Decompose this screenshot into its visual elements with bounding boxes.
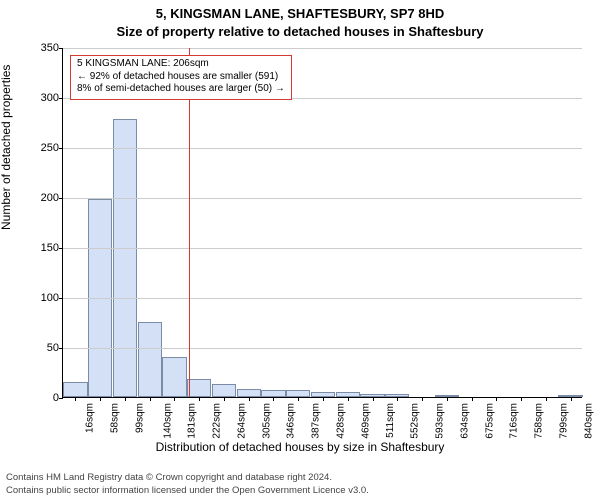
xtick-label: 758sqm <box>533 403 544 439</box>
xtick-mark <box>75 397 76 401</box>
x-axis-label: Distribution of detached houses by size … <box>0 440 600 454</box>
xtick-label: 346sqm <box>286 403 297 439</box>
xtick-label: 58sqm <box>110 403 121 433</box>
xtick-label: 222sqm <box>211 403 222 439</box>
y-axis-label: Number of detached properties <box>0 65 13 230</box>
xtick-mark <box>125 397 126 401</box>
marker-vline <box>189 48 190 397</box>
xtick-label: 16sqm <box>85 403 96 433</box>
histogram-bar <box>138 322 162 397</box>
annotation-line: 8% of semi-detached houses are larger (5… <box>77 83 285 96</box>
gridline-h <box>63 348 582 349</box>
xtick-mark <box>546 397 547 401</box>
xtick-mark <box>397 397 398 401</box>
chart-title-line2: Size of property relative to detached ho… <box>0 24 600 39</box>
xtick-mark <box>298 397 299 401</box>
ytick-mark <box>59 148 63 149</box>
histogram-bar <box>212 384 236 397</box>
footnote-line2: Contains public sector information licen… <box>6 485 369 496</box>
xtick-label: 799sqm <box>558 403 569 439</box>
xtick-label: 634sqm <box>459 403 470 439</box>
xtick-mark <box>496 397 497 401</box>
xtick-label: 675sqm <box>484 403 495 439</box>
xtick-label: 99sqm <box>134 403 145 433</box>
gridline-h <box>63 248 582 249</box>
xtick-mark <box>521 397 522 401</box>
ytick-label: 250 <box>29 142 59 154</box>
chart-title-line1: 5, KINGSMAN LANE, SHAFTESBURY, SP7 8HD <box>0 6 600 21</box>
annotation-line: ← 92% of detached houses are smaller (59… <box>77 71 285 84</box>
gridline-h <box>63 48 582 49</box>
plot-area: 05010015020025030035016sqm58sqm99sqm140s… <box>62 48 582 398</box>
ytick-mark <box>59 348 63 349</box>
ytick-mark <box>59 198 63 199</box>
ytick-label: 300 <box>29 92 59 104</box>
ytick-label: 100 <box>29 292 59 304</box>
xtick-mark <box>100 397 101 401</box>
histogram-bar <box>261 390 285 397</box>
annotation-line: 5 KINGSMAN LANE: 206sqm <box>77 58 285 71</box>
ytick-mark <box>59 298 63 299</box>
footnote-line1: Contains HM Land Registry data © Crown c… <box>6 472 332 483</box>
xtick-mark <box>273 397 274 401</box>
xtick-mark <box>422 397 423 401</box>
xtick-mark <box>150 397 151 401</box>
xtick-label: 387sqm <box>311 403 322 439</box>
xtick-label: 511sqm <box>384 403 395 438</box>
histogram-bar <box>286 390 310 397</box>
bars-layer <box>63 48 582 397</box>
gridline-h <box>63 198 582 199</box>
xtick-mark <box>571 397 572 401</box>
xtick-label: 181sqm <box>187 403 198 439</box>
ytick-mark <box>59 398 63 399</box>
xtick-mark <box>249 397 250 401</box>
xtick-label: 264sqm <box>236 403 247 439</box>
xtick-mark <box>472 397 473 401</box>
histogram-bar <box>113 119 137 397</box>
xtick-mark <box>373 397 374 401</box>
ytick-label: 50 <box>29 342 59 354</box>
annotation-box: 5 KINGSMAN LANE: 206sqm ← 92% of detache… <box>70 55 292 100</box>
xtick-label: 140sqm <box>162 403 173 439</box>
histogram-bar <box>63 382 87 397</box>
xtick-mark <box>348 397 349 401</box>
xtick-mark <box>199 397 200 401</box>
histogram-bar <box>237 389 261 397</box>
gridline-h <box>63 148 582 149</box>
xtick-mark <box>224 397 225 401</box>
xtick-label: 428sqm <box>335 403 346 439</box>
xtick-mark <box>323 397 324 401</box>
ytick-label: 200 <box>29 192 59 204</box>
xtick-mark <box>174 397 175 401</box>
ytick-label: 350 <box>29 42 59 54</box>
ytick-label: 150 <box>29 242 59 254</box>
xtick-label: 716sqm <box>509 403 520 439</box>
ytick-mark <box>59 48 63 49</box>
histogram-bar <box>162 357 186 397</box>
ytick-mark <box>59 98 63 99</box>
xtick-mark <box>447 397 448 401</box>
xtick-label: 552sqm <box>410 403 421 439</box>
xtick-label: 840sqm <box>583 403 594 439</box>
ytick-label: 0 <box>29 392 59 404</box>
xtick-label: 469sqm <box>360 403 371 439</box>
ytick-mark <box>59 248 63 249</box>
histogram-bar <box>187 379 211 397</box>
xtick-label: 305sqm <box>261 403 272 439</box>
xtick-label: 593sqm <box>434 403 445 439</box>
gridline-h <box>63 298 582 299</box>
